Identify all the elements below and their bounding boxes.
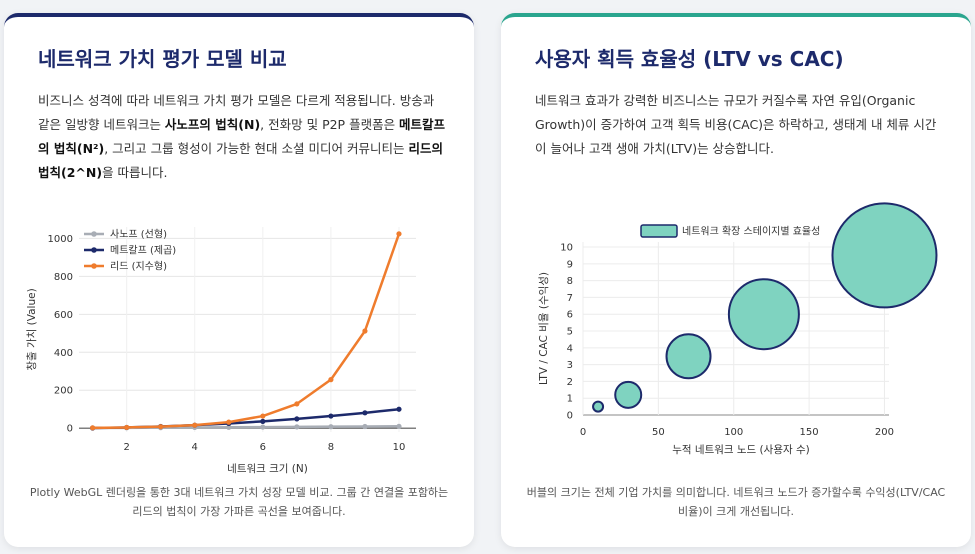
x-tick-label: 10: [393, 442, 406, 453]
x-tick-label: 50: [652, 427, 665, 438]
y-tick-label: 10: [560, 243, 573, 254]
bubble: [727, 278, 800, 351]
y-tick-label: 200: [54, 386, 73, 397]
data-point: [362, 423, 368, 430]
desc-part: , 전화망 및 P2P 플랫폼은: [260, 117, 400, 132]
y-tick-label: 5: [567, 327, 573, 338]
network-value-card: 네트워크 가치 평가 모델 비교 비즈니스 성격에 따라 네트워크 가치 평가 …: [4, 13, 474, 547]
legend-marker: [91, 263, 97, 269]
bubble: [831, 202, 938, 309]
reed-law: 리드의 법칙(2^N): [38, 141, 443, 180]
data-point: [362, 410, 368, 416]
y-tick-label: 800: [54, 272, 73, 283]
data-point: [294, 416, 300, 422]
chart-caption: Plotly WebGL 렌더링을 통한 3대 네트워크 가치 성장 모델 비교…: [29, 486, 449, 518]
legend-swatch: [640, 224, 678, 238]
y-tick-label: 4: [567, 343, 573, 354]
x-tick-label: 4: [192, 442, 198, 453]
value-growth-line-chart[interactable]: 0 200 400 600 800 1000 2 4 6 8 10 네트워크 크기 (N) 창출 가치 …: [4, 17, 474, 487]
data-point: [328, 377, 334, 383]
x-axis-label: 누적 네트워크 노드 (사용자 수): [672, 443, 809, 456]
data-point: [396, 231, 402, 237]
x-tick-label: 150: [800, 427, 819, 438]
x-tick-label: 200: [875, 427, 894, 438]
data-point: [226, 419, 232, 425]
data-point: [294, 424, 300, 430]
y-tick-label: 9: [567, 259, 573, 270]
y-tick-label: 2: [567, 377, 573, 388]
bubble: [614, 380, 643, 409]
legend-label: 메트칼프 (제곱): [110, 244, 176, 257]
y-axis-label: LTV / CAC 비율 (수익성): [538, 272, 550, 385]
data-point: [328, 424, 334, 430]
card-title: 네트워크 가치 평가 모델 비교: [38, 47, 287, 71]
data-point: [158, 424, 164, 430]
y-tick-label: 0: [67, 424, 73, 435]
data-point: [328, 413, 334, 419]
bubble: [592, 400, 605, 413]
y-tick-label: 3: [567, 360, 573, 371]
bubble: [665, 333, 712, 380]
card-description: 비즈니스 성격에 따라 네트워크 가치 평가 모델은 다르게 적용됩니다. 방송…: [38, 89, 448, 185]
x-axis-label: 네트워크 크기 (N): [227, 462, 308, 475]
y-axis-label: 창출 가치 (Value): [26, 288, 38, 370]
data-point: [90, 425, 96, 431]
card-description: 네트워크 효과가 강력한 비즈니스는 규모가 커질수록 자연 유입(Organi…: [535, 93, 937, 156]
legend-marker: [91, 247, 97, 253]
data-point: [192, 422, 198, 428]
y-tick-label: 7: [567, 293, 573, 304]
x-tick-label: 2: [123, 442, 129, 453]
y-tick-label: 1: [567, 394, 573, 405]
legend-label: 리드 (지수형): [110, 261, 167, 273]
metcalfe-law: 메트칼프의 법칙(N²): [38, 117, 446, 156]
y-tick-label: 6: [567, 310, 573, 321]
desc-part: 비즈니스 성격에 따라 네트워크 가치 평가 모델은 다르게 적용됩니다. 방송…: [38, 93, 435, 132]
data-point: [260, 413, 266, 419]
y-tick-label: 600: [54, 310, 73, 321]
data-point: [396, 423, 402, 429]
y-tick-label: 8: [567, 276, 573, 287]
legend-label: 네트워크 확장 스테이지별 효율성: [682, 225, 820, 238]
desc-part: 을 따릅니다.: [102, 165, 168, 180]
y-tick-label: 1000: [48, 234, 73, 245]
data-point: [260, 418, 266, 424]
data-point: [362, 328, 368, 334]
x-tick-label: 0: [580, 427, 586, 438]
series-line: [92, 233, 401, 430]
legend-label: 사노프 (선형): [110, 229, 167, 241]
y-tick-label: 400: [54, 348, 73, 359]
data-point: [396, 406, 402, 412]
x-tick-label: 100: [724, 427, 743, 438]
x-tick-label: 6: [260, 442, 266, 453]
data-point: [260, 424, 266, 430]
sarnoff-law: 사노프의 법칙(N): [164, 117, 261, 132]
data-point: [226, 424, 232, 430]
data-point: [294, 401, 300, 407]
data-point: [124, 424, 130, 431]
desc-part: , 그리고 그룹 형성이 가능한 현대 소셜 미디어 커뮤니티는: [104, 141, 409, 156]
card-title: 사용자 획득 효율성 (LTV vs CAC): [535, 47, 844, 71]
chart-caption: 버블의 크기는 전체 기업 가치를 의미합니다. 네트워크 노드가 증가할수록 …: [526, 486, 946, 518]
legend-marker: [91, 231, 97, 237]
y-tick-label: 0: [567, 411, 573, 422]
x-tick-label: 8: [328, 442, 334, 453]
user-acquisition-card: 사용자 획득 효율성 (LTV vs CAC) 네트워크 효과가 강력한 비즈니…: [501, 13, 971, 547]
